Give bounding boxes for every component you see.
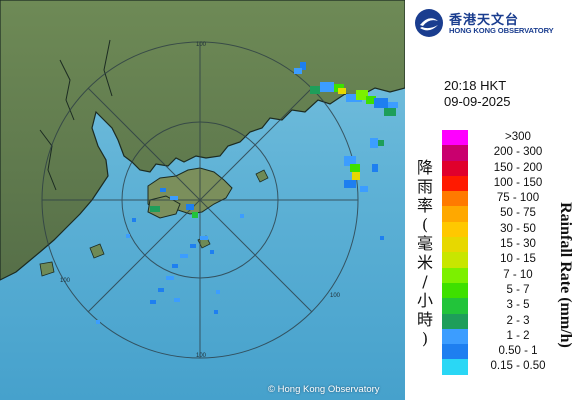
legend-title-english-wrapper: Rainfall Rate (mm/h) <box>555 175 575 375</box>
observation-date: 09-09-2025 <box>444 94 511 109</box>
legend-title-english: Rainfall Rate (mm/h) <box>557 202 574 348</box>
color-swatch <box>442 267 468 283</box>
color-scale-label: 100 - 150 <box>493 176 543 189</box>
radar-echoes <box>96 62 398 324</box>
logo-name-chinese: 香港天文台 <box>449 12 520 27</box>
range-label-north: 100 <box>196 42 207 48</box>
color-scale-label: 2 - 3 <box>506 314 530 327</box>
color-swatch <box>442 145 468 161</box>
color-swatch <box>442 313 468 329</box>
small-island-3 <box>39 261 55 277</box>
color-scale-label: 0.50 - 1 <box>498 345 538 358</box>
observation-time: 20:18 HKT <box>444 78 507 93</box>
color-scale-label: 75 - 100 <box>496 192 540 205</box>
color-scale-label: 3 - 5 <box>506 299 530 312</box>
color-swatch <box>442 252 468 268</box>
color-scale-label: 5 - 7 <box>506 283 530 296</box>
color-swatch <box>442 298 468 314</box>
copyright-notice: © Hong Kong Observatory <box>268 384 380 395</box>
color-swatch <box>442 344 468 360</box>
color-swatch <box>442 237 468 253</box>
color-scale-label: 30 - 50 <box>500 222 536 235</box>
color-scale-label: 200 - 300 <box>493 146 543 159</box>
color-scale-label: >300 <box>505 131 531 143</box>
color-swatch <box>442 130 468 146</box>
small-island-4 <box>255 169 269 183</box>
range-label-west: 100 <box>60 278 71 284</box>
radar-map-graphic: 100 100 100 100 <box>0 0 405 359</box>
color-scale <box>442 130 468 375</box>
color-scale-labels: >300 200 - 300 150 - 200 100 - 150 75 - 100 5… <box>473 130 563 375</box>
color-scale-label: 10 - 15 <box>500 253 536 266</box>
color-scale-label: 150 - 200 <box>493 161 543 174</box>
color-swatch <box>442 191 468 207</box>
range-label-south: 100 <box>196 353 207 359</box>
color-swatch <box>442 282 468 299</box>
color-swatch <box>442 160 468 176</box>
range-label-east: 100 <box>330 293 341 299</box>
color-swatch <box>442 175 468 192</box>
color-scale-label: 0.15 - 0.50 <box>490 360 546 373</box>
color-scale-label: 50 - 75 <box>500 207 536 220</box>
hko-logo-icon <box>415 9 443 37</box>
lantau-island <box>147 195 181 219</box>
legend-panel: 香港天文台 HONG KONG OBSERVATORY 20:18 HKT 09… <box>405 0 577 400</box>
radar-map: 100 100 100 100 <box>0 0 405 400</box>
range-rings <box>41 41 359 359</box>
color-swatch <box>442 206 468 222</box>
color-scale-label: 1 - 2 <box>506 329 530 342</box>
color-scale-label: 15 - 30 <box>500 238 536 251</box>
color-swatch <box>442 359 468 375</box>
color-scale-label: 7 - 10 <box>503 268 533 281</box>
color-swatch <box>442 221 468 238</box>
legend-title-chinese: 降 雨 率 ( 毫 米 / 小 時 ) <box>416 158 433 348</box>
hko-logo: 香港天文台 HONG KONG OBSERVATORY <box>414 6 574 42</box>
small-island-2 <box>89 243 105 259</box>
color-swatch <box>442 328 468 345</box>
logo-name-english: HONG KONG OBSERVATORY <box>449 26 554 35</box>
